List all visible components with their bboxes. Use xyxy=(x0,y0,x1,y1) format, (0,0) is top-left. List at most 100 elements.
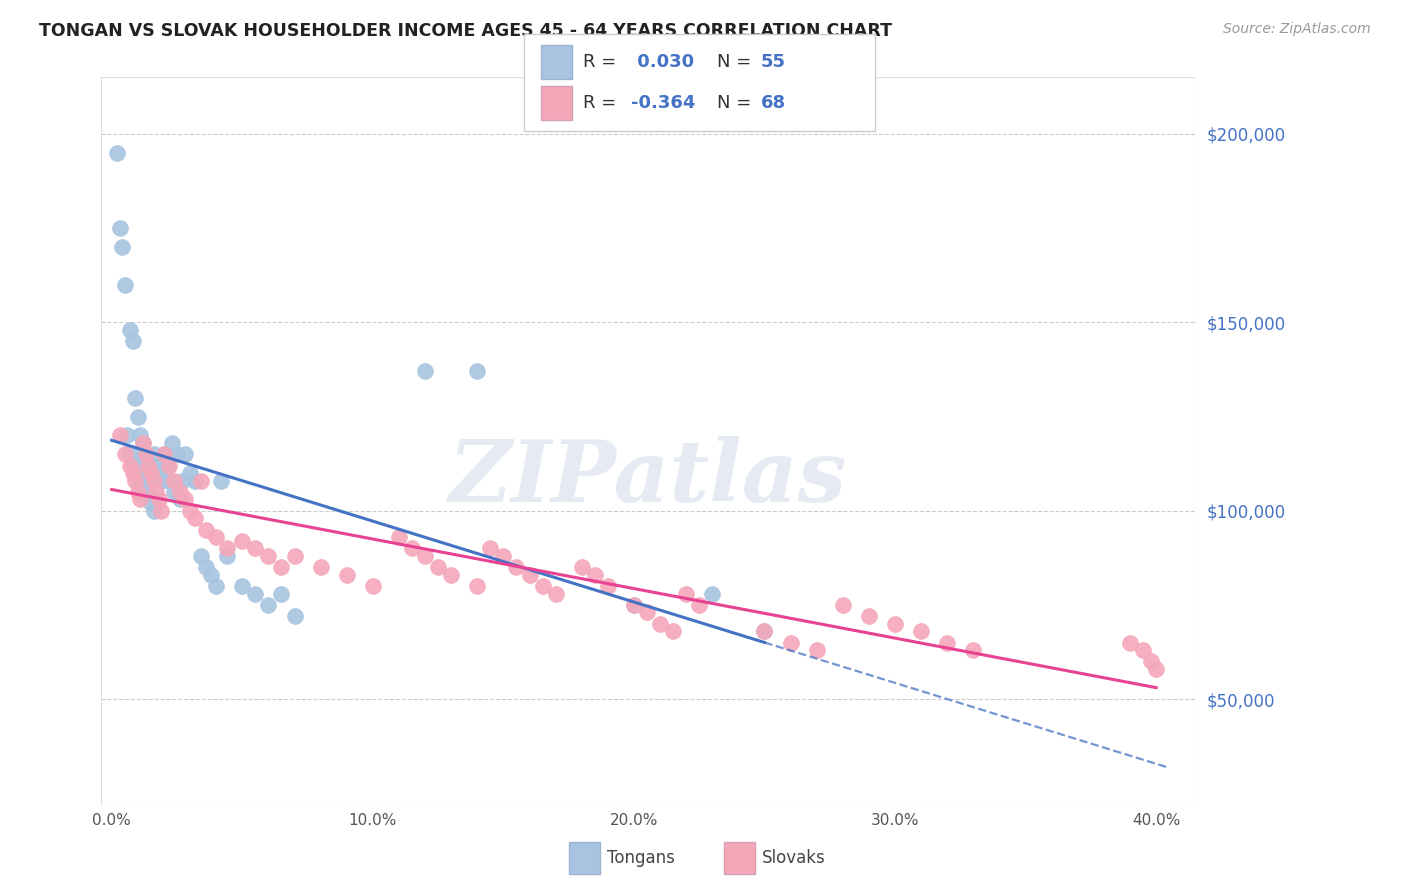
Point xyxy=(245,586,267,600)
Point xyxy=(139,466,162,480)
Point xyxy=(142,504,165,518)
Point xyxy=(124,466,146,480)
Point xyxy=(190,474,212,488)
Point xyxy=(215,541,238,556)
Point xyxy=(157,458,180,473)
Point xyxy=(155,458,177,473)
Text: Tongans: Tongans xyxy=(607,849,675,867)
Point xyxy=(492,549,515,563)
Point xyxy=(283,549,305,563)
Point xyxy=(127,409,149,424)
Text: N =: N = xyxy=(717,94,756,112)
Point xyxy=(1119,635,1142,649)
Point xyxy=(209,474,232,488)
Point xyxy=(231,579,253,593)
Text: N =: N = xyxy=(717,54,756,71)
Point xyxy=(129,428,152,442)
Point xyxy=(117,428,139,442)
Point xyxy=(135,466,157,480)
Point xyxy=(139,496,162,510)
Point xyxy=(105,145,128,160)
Point xyxy=(479,541,502,556)
Point xyxy=(173,447,195,461)
Point xyxy=(858,609,880,624)
Point xyxy=(231,533,253,548)
Point xyxy=(754,624,776,639)
Point xyxy=(150,474,173,488)
Point xyxy=(336,567,359,582)
Point xyxy=(257,549,280,563)
Point xyxy=(636,606,658,620)
Point xyxy=(136,481,159,495)
Point xyxy=(465,364,488,378)
Point xyxy=(205,579,228,593)
Point xyxy=(136,474,159,488)
Text: 0.030: 0.030 xyxy=(631,54,695,71)
Point xyxy=(662,624,685,639)
Point xyxy=(1140,655,1163,669)
Point xyxy=(215,549,238,563)
Point xyxy=(153,447,176,461)
Point xyxy=(124,474,146,488)
Point xyxy=(136,458,159,473)
Point xyxy=(118,447,141,461)
Point xyxy=(124,391,146,405)
Point xyxy=(142,474,165,488)
Point xyxy=(108,428,131,442)
Point xyxy=(806,643,828,657)
Point xyxy=(688,598,710,612)
Point xyxy=(283,609,305,624)
Point xyxy=(121,458,143,473)
Point xyxy=(118,458,141,473)
Point xyxy=(648,616,671,631)
Text: 68: 68 xyxy=(761,94,786,112)
Point xyxy=(910,624,932,639)
Point xyxy=(205,530,228,544)
Point xyxy=(309,560,332,574)
Point xyxy=(596,579,619,593)
Point xyxy=(163,474,186,488)
Point xyxy=(270,586,292,600)
Point xyxy=(169,484,191,499)
Point xyxy=(1144,662,1167,676)
Point xyxy=(127,484,149,499)
Point xyxy=(257,598,280,612)
Point xyxy=(427,560,450,574)
Point xyxy=(127,474,149,488)
Point xyxy=(148,492,170,507)
Point xyxy=(184,511,207,525)
Point xyxy=(153,447,176,461)
Point xyxy=(675,586,697,600)
Point xyxy=(145,484,167,499)
Point xyxy=(148,466,170,480)
Point xyxy=(245,541,267,556)
Point xyxy=(160,436,183,450)
Point xyxy=(111,240,134,254)
Point xyxy=(145,458,167,473)
Point xyxy=(779,635,801,649)
Point xyxy=(132,436,155,450)
Point xyxy=(129,481,152,495)
Text: Source: ZipAtlas.com: Source: ZipAtlas.com xyxy=(1223,22,1371,37)
Point xyxy=(114,277,136,292)
Point xyxy=(121,334,143,348)
Point xyxy=(135,455,157,469)
Point xyxy=(157,474,180,488)
Point xyxy=(623,598,645,612)
Point xyxy=(571,560,593,574)
Point xyxy=(465,579,488,593)
Text: ZIPatlas: ZIPatlas xyxy=(450,435,848,519)
Point xyxy=(142,447,165,461)
Point xyxy=(135,447,157,461)
Text: R =: R = xyxy=(583,94,623,112)
Point xyxy=(132,436,155,450)
Point xyxy=(200,567,222,582)
Point xyxy=(531,579,554,593)
Point xyxy=(270,560,292,574)
Point xyxy=(623,598,645,612)
Point xyxy=(150,504,173,518)
Point xyxy=(831,598,853,612)
Point xyxy=(440,567,463,582)
Point xyxy=(179,504,201,518)
Point xyxy=(413,549,436,563)
